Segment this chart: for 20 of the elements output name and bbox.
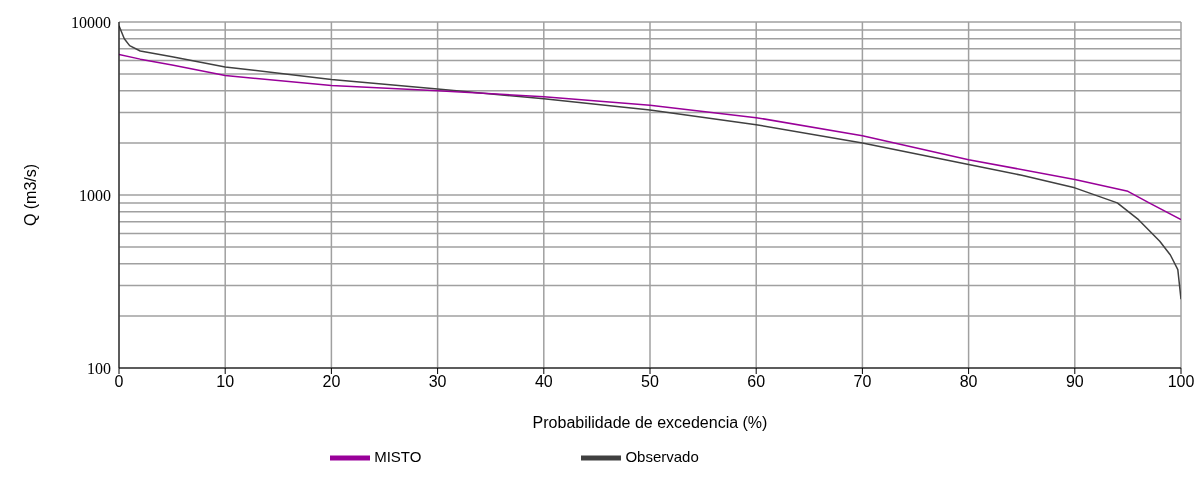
x-tick-label: 70 <box>853 373 872 391</box>
line-series <box>119 53 1181 221</box>
x-tick-label: 10 <box>216 373 235 391</box>
y-axis-title: Q (m3/s) <box>21 163 39 227</box>
line-series <box>119 25 1181 300</box>
x-tick-label: 40 <box>534 373 553 391</box>
x-tick-label: 30 <box>428 373 447 391</box>
y-tick-label: 100 <box>87 359 111 377</box>
x-tick-label: 20 <box>322 373 341 391</box>
y-tick-label: 1000 <box>79 186 111 204</box>
x-tick-label: 90 <box>1065 373 1084 391</box>
x-tick-label: 80 <box>959 373 978 391</box>
x-tick-label: 100 <box>1167 373 1195 391</box>
x-axis-title: Probabilidade de excedencia (%) <box>532 414 768 431</box>
x-tick-label: 60 <box>747 373 766 391</box>
x-tick-label: 50 <box>641 373 659 391</box>
legend-label: Observado <box>625 447 699 465</box>
x-tick-label: 0 <box>114 373 124 391</box>
y-tick-label: 10000 <box>71 13 111 31</box>
legend-label: MISTO <box>374 447 422 465</box>
